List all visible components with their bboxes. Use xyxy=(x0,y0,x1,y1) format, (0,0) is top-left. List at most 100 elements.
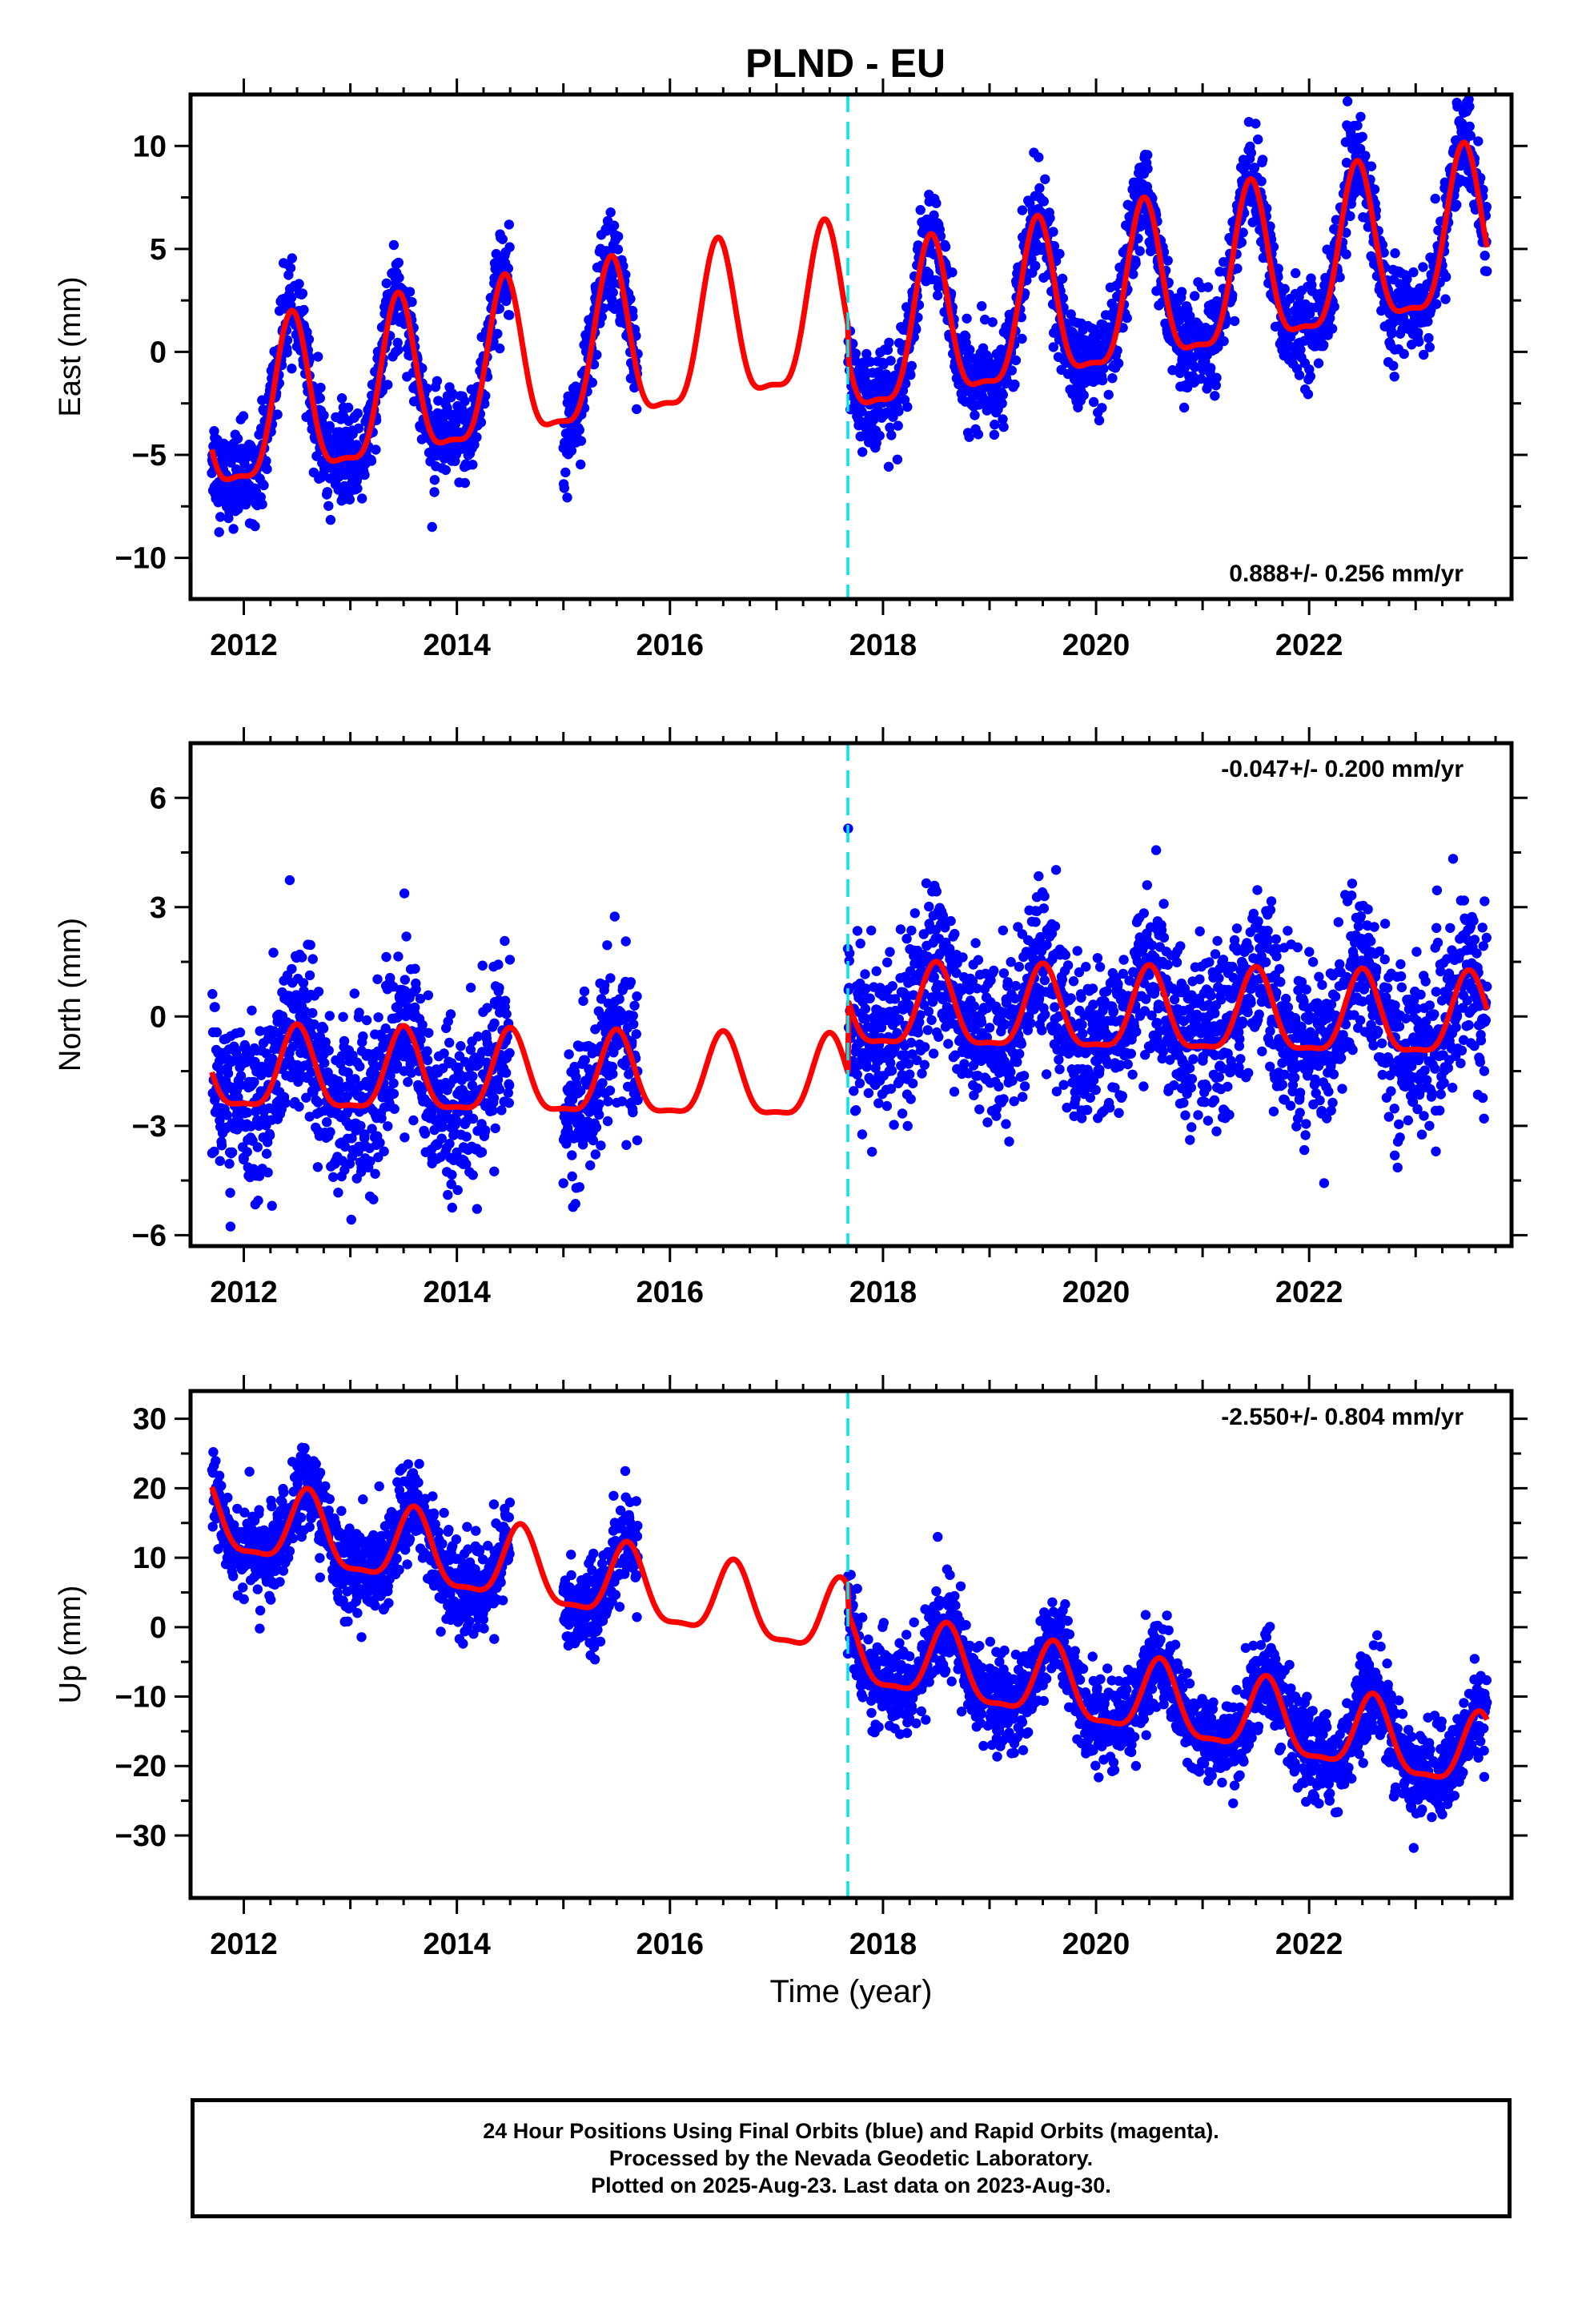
data-point-east-710 xyxy=(440,464,451,476)
data-point-north-56 xyxy=(225,1221,236,1232)
data-point-east-3062 xyxy=(1480,251,1490,261)
data-point-north-1007 xyxy=(590,1149,600,1160)
data-point-east-986 xyxy=(587,377,597,388)
data-point-north-858 xyxy=(488,1092,500,1104)
data-point-east-1872 xyxy=(1088,396,1099,408)
y-tick-label-east--5: −5 xyxy=(132,439,167,472)
data-point-north-649 xyxy=(417,1019,428,1031)
data-point-north-795 xyxy=(465,983,476,993)
data-point-east-446 xyxy=(353,423,364,434)
data-point-east-2145 xyxy=(1178,402,1190,413)
data-point-east-2865 xyxy=(1413,328,1423,338)
data-point-north-1171 xyxy=(854,1078,865,1088)
data-point-north-329 xyxy=(313,987,324,997)
data-point-east-1537 xyxy=(980,314,990,325)
data-point-north-513 xyxy=(373,1012,383,1023)
data-point-east-1322 xyxy=(906,360,917,372)
data-point-north-933 xyxy=(567,1150,577,1160)
data-point-north-1653 xyxy=(1014,1048,1025,1059)
data-point-north-595 xyxy=(400,1132,410,1143)
data-point-east-1589 xyxy=(998,414,1008,424)
data-point-east-572 xyxy=(394,272,404,283)
data-point-north-906 xyxy=(504,1047,515,1059)
data-point-north-666 xyxy=(423,990,434,1001)
data-point-north-1188 xyxy=(860,1003,871,1014)
data-point-east-364 xyxy=(324,420,335,432)
data-point-east-1283 xyxy=(893,406,904,416)
data-point-north-1785 xyxy=(1058,1080,1069,1090)
data-point-north-891 xyxy=(500,935,510,947)
data-point-north-1668 xyxy=(1018,1071,1030,1081)
data-point-east-1703 xyxy=(1034,183,1045,194)
data-point-north-1028 xyxy=(597,1078,608,1088)
data-point-north-1626 xyxy=(1006,1067,1016,1077)
data-point-north-1193 xyxy=(861,1062,872,1072)
data-point-east-2138 xyxy=(1176,287,1187,297)
data-point-east-2691 xyxy=(1355,111,1366,122)
data-point-north-360 xyxy=(323,1045,334,1056)
data-point-north-1604 xyxy=(998,925,1009,936)
data-point-east-1252 xyxy=(883,461,894,472)
data-point-east-951 xyxy=(574,424,584,436)
data-point-north-225 xyxy=(280,1098,291,1108)
data-point-east-249 xyxy=(286,292,297,303)
data-point-east-1261 xyxy=(886,430,897,440)
data-point-east-2943 xyxy=(1440,294,1451,304)
data-point-north-542 xyxy=(383,1121,393,1132)
data-point-east-1896 xyxy=(1097,375,1108,386)
data-point-east-2980 xyxy=(1452,199,1462,210)
data-point-east-1894 xyxy=(1097,403,1107,413)
data-point-east-2244 xyxy=(1210,391,1220,401)
data-point-east-1053 xyxy=(608,287,618,298)
data-point-east-1647 xyxy=(1017,333,1027,344)
data-point-north-1133 xyxy=(632,1095,643,1106)
data-point-east-1126 xyxy=(632,404,642,415)
data-point-east-1106 xyxy=(625,294,636,304)
data-point-east-531 xyxy=(381,278,391,288)
data-point-north-436 xyxy=(349,988,359,999)
data-point-north-1517 xyxy=(970,938,981,948)
data-point-north-274 xyxy=(297,952,307,963)
data-point-east-1070 xyxy=(613,231,624,242)
data-point-east-1224 xyxy=(874,430,885,441)
data-point-east-3068 xyxy=(1482,266,1492,276)
data-point-east-1766 xyxy=(1054,248,1065,259)
data-point-north-1292 xyxy=(895,924,906,935)
data-point-east-1491 xyxy=(965,344,975,355)
data-point-north-1405 xyxy=(931,887,942,897)
data-point-east-2796 xyxy=(1390,248,1400,259)
data-point-north-327 xyxy=(313,1097,323,1108)
data-point-east-2918 xyxy=(1431,299,1442,309)
data-point-north-893 xyxy=(500,995,511,1006)
data-point-east-1253 xyxy=(884,337,894,348)
data-point-north-1253 xyxy=(881,1100,893,1112)
data-point-north-872 xyxy=(493,959,504,970)
data-point-east-2659 xyxy=(1345,211,1355,222)
data-point-north-1098 xyxy=(621,1140,632,1150)
data-point-north-814 xyxy=(472,1031,484,1042)
data-point-east-1774 xyxy=(1057,273,1068,284)
data-point-east-367 xyxy=(325,515,336,525)
data-point-east-1184 xyxy=(861,348,872,360)
data-point-east-1386 xyxy=(929,210,939,220)
data-point-east-1151 xyxy=(850,348,861,359)
data-point-east-2696 xyxy=(1357,131,1367,142)
data-point-east-1282 xyxy=(893,420,903,431)
data-point-east-610 xyxy=(407,296,417,308)
data-point-east-2790 xyxy=(1388,360,1399,371)
data-point-north-1271 xyxy=(887,981,897,991)
data-point-north-1206 xyxy=(866,925,877,936)
x-tick-label-east-2014: 2014 xyxy=(423,629,491,662)
data-point-north-1660 xyxy=(1016,1039,1027,1049)
data-point-north-309 xyxy=(307,1007,318,1019)
data-point-east-1747 xyxy=(1048,227,1058,237)
data-point-east-1565 xyxy=(990,420,1000,430)
data-point-east-2371 xyxy=(1251,119,1261,129)
data-point-east-1615 xyxy=(1006,365,1018,376)
data-point-north-574 xyxy=(393,951,404,962)
data-point-north-169 xyxy=(261,1148,272,1159)
data-point-north-172 xyxy=(263,1167,273,1178)
data-point-east-1280 xyxy=(892,454,903,464)
data-point-north-1526 xyxy=(973,955,984,965)
